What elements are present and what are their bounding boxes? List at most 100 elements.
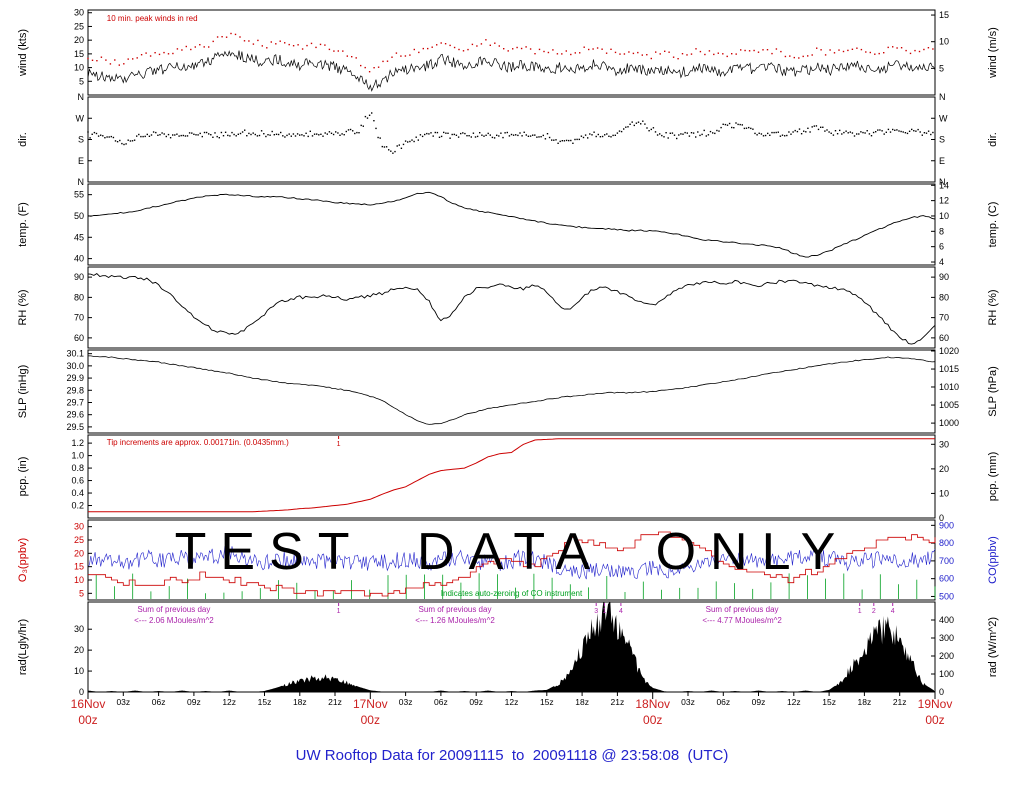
tick-label: 5 bbox=[79, 76, 84, 86]
hour-tick-label: 18z bbox=[293, 697, 307, 707]
day-sublabel: 00z bbox=[643, 713, 662, 727]
tick-label: 90 bbox=[74, 272, 84, 282]
tick-label: 29.5 bbox=[66, 422, 84, 432]
hour-tick-label: 09z bbox=[469, 697, 483, 707]
tick-label: 200 bbox=[939, 651, 954, 661]
tick-label: 50 bbox=[74, 211, 84, 221]
hour-tick-label: 09z bbox=[752, 697, 766, 707]
axis-label-left-o3co: O₃(ppbv) bbox=[17, 538, 29, 582]
hour-tick-label: 18z bbox=[858, 697, 872, 707]
tick-label: 60 bbox=[939, 333, 949, 343]
tick-label: 15 bbox=[74, 562, 84, 572]
tick-label: 10 bbox=[939, 37, 949, 47]
axis-label-right-pcp: pcp. (mm) bbox=[987, 452, 999, 502]
axis-label-left-dir: dir. bbox=[17, 132, 29, 147]
tick-label: 100 bbox=[939, 669, 954, 679]
tick-label: 10 bbox=[74, 666, 84, 676]
tick-label: 0 bbox=[939, 687, 944, 697]
marker-label: 3 bbox=[594, 608, 598, 615]
hour-tick-label: 03z bbox=[116, 697, 130, 707]
tick-label: 29.7 bbox=[66, 397, 84, 407]
panel-pcp: 1.2 1.0 0.8 0.6 0.4 0.2 30 20 10 0 pcp. (in) pcp. (… bbox=[17, 434, 999, 523]
tick-label: 12 bbox=[939, 196, 949, 206]
axis-label-left-pcp: pcp. (in) bbox=[17, 457, 29, 497]
tick-label: 20 bbox=[939, 464, 949, 474]
axis-label-right-rh: RH (%) bbox=[987, 289, 999, 325]
tick-label: 80 bbox=[939, 292, 949, 302]
wind-speed-series bbox=[87, 50, 936, 92]
tick-label: 15 bbox=[74, 49, 84, 59]
hour-tick-label: 21z bbox=[893, 697, 907, 707]
tick-label: 14 bbox=[939, 180, 949, 190]
panel-o3co: 30 25 20 15 10 5 900 800 700 600 500 O₃(ppbv) CO(ppb… bbox=[17, 519, 999, 601]
tick-label: 40 bbox=[74, 254, 84, 264]
tick-label: 4 bbox=[939, 257, 944, 267]
axis-label-right-rad: rad (W/m^2) bbox=[987, 617, 999, 677]
tick-label: N bbox=[939, 177, 946, 187]
temperature-series bbox=[87, 191, 936, 258]
tick-label: 30 bbox=[939, 439, 949, 449]
tick-label: 10 bbox=[939, 488, 949, 498]
tick-label: 29.9 bbox=[66, 373, 84, 383]
marker-label: 1 bbox=[337, 441, 341, 448]
annotation: Sum of previous day bbox=[137, 605, 210, 614]
axis-label-right-wind: wind (m/s) bbox=[987, 27, 999, 79]
marker-label: 4 bbox=[619, 608, 623, 615]
tick-label: 0.4 bbox=[71, 488, 84, 498]
annotation: Indicates auto-zeroing of CO instrument bbox=[441, 589, 583, 598]
hour-tick-label: 15z bbox=[540, 697, 554, 707]
tick-label: 900 bbox=[939, 520, 954, 530]
tick-label: 80 bbox=[74, 292, 84, 302]
tick-label: 55 bbox=[74, 190, 84, 200]
day-label: 16Nov bbox=[71, 697, 106, 711]
tick-label: 1010 bbox=[939, 382, 959, 392]
tick-label: 5 bbox=[79, 588, 84, 598]
tick-label: 29.8 bbox=[66, 385, 84, 395]
tick-label: 5 bbox=[939, 63, 944, 73]
annotation: <--- 4.77 MJoules/m^2 bbox=[702, 616, 782, 625]
tick-label: 1015 bbox=[939, 364, 959, 374]
axis-label-left-slp: SLP (inHg) bbox=[17, 365, 29, 419]
panel-slp: 30.1 30.0 29.9 29.8 29.7 29.6 29.5 1020 1015 1010… bbox=[17, 346, 999, 434]
tick-label: 10 bbox=[74, 63, 84, 73]
tick-label: E bbox=[939, 156, 945, 166]
marker-label: 4 bbox=[891, 608, 895, 615]
solar-radiation-series bbox=[88, 602, 935, 692]
axis-label-right-slp: SLP (hPa) bbox=[987, 366, 999, 417]
tick-label: 6 bbox=[939, 242, 944, 252]
axis-label-left-wind: wind (kts) bbox=[17, 29, 29, 77]
annotation: <--- 2.06 MJoules/m^2 bbox=[134, 616, 214, 625]
axis-label-left-rh: RH (%) bbox=[17, 289, 29, 325]
hour-tick-label: 18z bbox=[575, 697, 589, 707]
axis-label-left-rad: rad(Lgly/hr) bbox=[17, 619, 29, 675]
tick-label: 90 bbox=[939, 272, 949, 282]
hour-tick-label: 06z bbox=[434, 697, 448, 707]
tick-label: 500 bbox=[939, 591, 954, 601]
axis-label-right-o3co: CO(ppbv) bbox=[987, 536, 999, 584]
tick-label: S bbox=[78, 135, 84, 145]
tick-label: 0.2 bbox=[71, 501, 84, 511]
tick-label: 20 bbox=[74, 548, 84, 558]
tick-label: 1000 bbox=[939, 418, 959, 428]
tick-label: 10 bbox=[74, 575, 84, 585]
marker-label: 1 bbox=[858, 608, 862, 615]
ozone-series bbox=[88, 531, 936, 597]
annotation: Tip increments are approx. 0.00171in. (0… bbox=[107, 438, 289, 447]
sea-level-pressure-series bbox=[88, 355, 936, 425]
hour-tick-label: 03z bbox=[399, 697, 413, 707]
hour-tick-label: 06z bbox=[152, 697, 166, 707]
tick-label: 45 bbox=[74, 232, 84, 242]
marker-label: 1 bbox=[602, 608, 606, 615]
tick-label: 30 bbox=[74, 624, 84, 634]
annotation: <--- 1.26 MJoules/m^2 bbox=[415, 616, 495, 625]
tick-label: E bbox=[78, 156, 84, 166]
tick-label: N bbox=[939, 92, 946, 102]
tick-label: 25 bbox=[74, 21, 84, 31]
day-label: 18Nov bbox=[635, 697, 670, 711]
axis-label-left-temp: temp. (F) bbox=[17, 202, 29, 247]
axis-label-right-temp: temp. (C) bbox=[987, 202, 999, 248]
hour-tick-label: 21z bbox=[328, 697, 342, 707]
